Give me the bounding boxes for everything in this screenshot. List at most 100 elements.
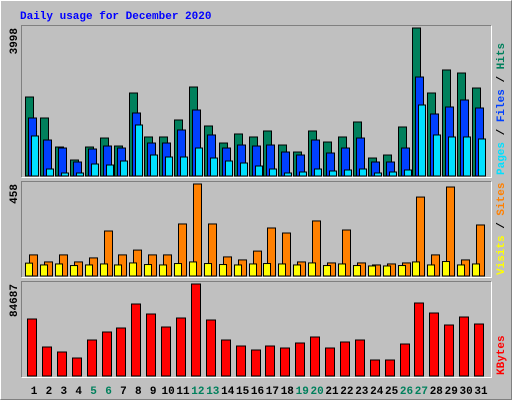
bar xyxy=(299,171,307,177)
x-tick-label: 4 xyxy=(75,386,82,398)
bar xyxy=(135,124,143,177)
bar xyxy=(249,263,257,277)
bar xyxy=(161,326,171,377)
bar xyxy=(278,263,286,277)
bar xyxy=(344,169,352,177)
bar xyxy=(116,327,126,377)
bar xyxy=(178,223,187,277)
x-tick-label: 1 xyxy=(31,386,38,398)
bar xyxy=(70,265,78,277)
x-tick-label: 21 xyxy=(325,386,339,398)
bar xyxy=(236,345,246,377)
x-tick-label: 14 xyxy=(221,386,235,398)
bar xyxy=(474,323,484,377)
bar xyxy=(472,263,480,277)
x-tick-label: 16 xyxy=(251,386,264,398)
bar xyxy=(150,154,158,177)
x-tick-label: 8 xyxy=(135,386,142,398)
bar xyxy=(400,343,410,377)
bar xyxy=(225,160,233,177)
bar xyxy=(338,263,346,277)
bar xyxy=(359,168,367,177)
bar xyxy=(208,223,217,277)
x-tick-label: 12 xyxy=(191,386,204,398)
bar xyxy=(31,135,39,177)
bar xyxy=(146,313,156,377)
legend-entry: KBytes xyxy=(496,335,508,375)
bar xyxy=(57,351,67,377)
bar xyxy=(176,317,186,377)
bar xyxy=(340,341,350,377)
legend-separator: / xyxy=(496,122,508,142)
bar xyxy=(329,170,337,177)
bar xyxy=(106,164,114,177)
bar xyxy=(165,156,173,177)
bar xyxy=(457,264,465,277)
bar xyxy=(87,339,97,377)
bar xyxy=(412,261,420,277)
bar xyxy=(433,134,441,177)
bar xyxy=(102,331,112,377)
x-tick-label: 2 xyxy=(46,386,53,398)
x-tick-label: 20 xyxy=(310,386,323,398)
panel-shadow xyxy=(21,281,492,378)
bar xyxy=(323,265,331,277)
bar xyxy=(85,264,93,277)
bar xyxy=(353,265,361,277)
bar xyxy=(374,172,382,177)
legend: KBytes xyxy=(496,335,508,375)
x-tick-label: 29 xyxy=(445,386,458,398)
bar xyxy=(120,160,128,177)
bar xyxy=(442,261,450,277)
x-tick-label: 24 xyxy=(370,386,384,398)
x-tick-label: 27 xyxy=(415,386,428,398)
bar xyxy=(310,336,320,377)
bar xyxy=(314,168,322,177)
bar xyxy=(263,263,271,277)
bar xyxy=(40,264,48,277)
bar xyxy=(100,263,108,277)
bar xyxy=(27,318,37,377)
bar xyxy=(114,264,122,277)
bar xyxy=(189,261,197,277)
panel-highlight xyxy=(21,181,492,278)
bar xyxy=(398,265,406,277)
bar xyxy=(131,303,141,377)
bar xyxy=(265,345,275,377)
legend-entry: Pages xyxy=(496,142,508,175)
bar xyxy=(370,359,380,377)
y-tick-label: 84687 xyxy=(9,284,21,317)
bar xyxy=(234,264,242,277)
bar xyxy=(104,230,113,277)
panel-shadow xyxy=(21,25,492,178)
bar xyxy=(58,147,67,177)
legend-entry: Hits xyxy=(496,43,508,69)
bar xyxy=(312,220,321,277)
bar xyxy=(267,227,276,277)
bar xyxy=(206,319,216,377)
bar xyxy=(210,157,218,177)
bar xyxy=(383,265,391,277)
bar xyxy=(72,357,82,377)
bar xyxy=(404,169,412,177)
bar xyxy=(76,172,84,177)
bar xyxy=(414,302,424,377)
bar xyxy=(191,283,201,377)
bar xyxy=(195,147,203,177)
bar xyxy=(476,224,485,277)
bar xyxy=(389,171,397,177)
bar xyxy=(255,165,263,177)
bar xyxy=(240,162,248,177)
bar xyxy=(281,151,290,177)
bar xyxy=(368,265,376,277)
bar xyxy=(280,347,290,377)
bar xyxy=(284,172,292,177)
x-tick-label: 13 xyxy=(206,386,220,398)
bar xyxy=(204,263,212,277)
x-tick-label: 7 xyxy=(120,386,127,398)
x-tick-label: 10 xyxy=(161,386,174,398)
bar xyxy=(427,264,435,277)
panel-highlight xyxy=(21,25,492,178)
